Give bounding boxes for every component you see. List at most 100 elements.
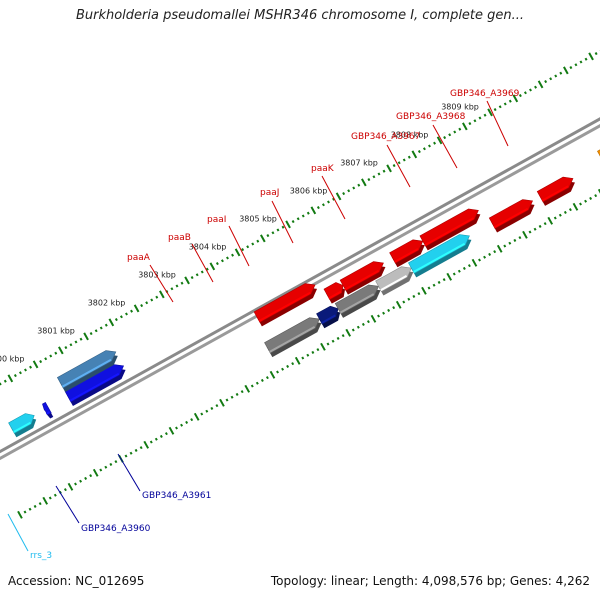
gene-label-group[interactable]: paaA <box>127 253 174 303</box>
gene-feature[interactable] <box>8 413 37 438</box>
gene-feature-body[interactable] <box>334 284 379 315</box>
ruler-tick <box>240 390 244 394</box>
gene-feature-body[interactable] <box>339 261 384 292</box>
ruler-tick <box>130 309 133 313</box>
ruler-tick <box>145 301 149 305</box>
gene-feature-body[interactable] <box>488 199 533 229</box>
gene-feature[interactable] <box>323 282 346 304</box>
ruler-tick <box>347 189 351 193</box>
ruler-tick <box>119 315 123 319</box>
gene-label[interactable]: paaK <box>311 164 335 174</box>
gene-feature[interactable] <box>64 364 126 406</box>
gene-feature-highlight <box>394 248 419 263</box>
ruler-tick <box>372 175 376 179</box>
gene-feature[interactable] <box>339 261 386 295</box>
gene-feature[interactable] <box>56 350 118 392</box>
ruler-tick <box>352 186 356 190</box>
gene-feature[interactable] <box>42 401 54 419</box>
ruler-tick <box>589 196 593 200</box>
gene-feature-body[interactable] <box>419 208 479 247</box>
ruler-tick <box>382 169 386 173</box>
ruler-tick <box>321 203 325 207</box>
gene-feature-body[interactable] <box>597 135 600 161</box>
gene-feature[interactable] <box>375 266 414 296</box>
ruler-tick <box>361 178 367 187</box>
ruler-tick <box>291 362 295 366</box>
gene-feature[interactable] <box>419 208 481 251</box>
ruler-tick <box>139 446 143 450</box>
ruler-tick <box>574 63 578 67</box>
gene-label[interactable]: paaI <box>207 215 226 225</box>
gene-label[interactable]: GBP346_A3961 <box>142 491 211 501</box>
ruler-tick <box>133 304 140 313</box>
scale-layer: 3800 kbp 3801 kbp 3802 kbp 3803 kbp 3804 kbp… <box>0 50 600 519</box>
gene-feature[interactable] <box>488 199 535 233</box>
ruler-tick <box>301 356 305 360</box>
gene-feature[interactable] <box>536 176 575 206</box>
gene-feature-body[interactable] <box>253 283 316 323</box>
gene-label[interactable]: GBP346_A3967 <box>351 132 420 142</box>
ruler-tick <box>13 374 17 378</box>
gene-label-group[interactable]: GBP346_A3961 <box>117 453 211 501</box>
ruler-tick <box>488 252 492 256</box>
ruler-tick <box>114 460 118 464</box>
ruler-tick <box>512 94 519 103</box>
gene-feature[interactable] <box>389 239 425 268</box>
gene-feature-body[interactable] <box>56 350 117 389</box>
gene-label-group[interactable]: paaJ <box>260 188 294 244</box>
gene-feature-body[interactable] <box>64 364 125 403</box>
ruler-tick <box>32 360 39 369</box>
gene-label-group[interactable]: paaB <box>168 233 214 283</box>
ruler-tick <box>190 418 194 422</box>
gene-feature-body[interactable] <box>316 305 339 325</box>
ruler-tick <box>260 234 266 243</box>
gene-label[interactable]: paaB <box>168 233 191 243</box>
gene-leader-line <box>117 453 141 492</box>
ruler-tick <box>496 244 503 253</box>
gene-feature[interactable] <box>316 305 341 329</box>
gene-feature[interactable] <box>264 317 322 358</box>
gene-feature[interactable] <box>408 234 472 278</box>
gene-feature[interactable] <box>253 283 318 327</box>
ruler-tick <box>28 507 32 511</box>
gene-feature-body[interactable] <box>375 266 412 292</box>
ruler-tick <box>215 404 219 408</box>
ruler-tick <box>24 368 27 372</box>
gene-feature[interactable] <box>334 284 381 318</box>
gene-label[interactable]: paaJ <box>260 188 279 198</box>
gene-feature-body[interactable] <box>389 239 424 264</box>
ruler-tick <box>231 253 234 257</box>
gene-label[interactable]: rrs_3 <box>30 551 52 561</box>
gene-feature-body[interactable] <box>408 234 470 274</box>
gene-label[interactable]: GBP346_A3968 <box>396 112 466 122</box>
feature-layer[interactable] <box>8 61 600 438</box>
gene-label-group[interactable]: paaI <box>207 215 250 267</box>
ruler-tick <box>54 351 58 355</box>
gene-label-group[interactable]: GBP346_A3969 <box>450 89 520 147</box>
ruler-tick <box>503 102 507 106</box>
gene-feature-highlight <box>69 372 120 402</box>
ruler-top <box>17 188 600 519</box>
ruler-tick <box>377 172 381 176</box>
gene-label-group[interactable]: GBP346_A3968 <box>396 112 466 169</box>
gene-label[interactable]: GBP346_A3969 <box>450 89 520 99</box>
topology-summary: Topology: linear; Length: 4,098,576 bp; … <box>270 574 590 588</box>
ruler-tick <box>342 192 346 196</box>
gene-feature-highlight <box>61 358 112 388</box>
ruler-tick <box>518 236 522 240</box>
gene-label-group[interactable]: paaK <box>311 164 346 220</box>
gene-feature-body[interactable] <box>8 413 35 434</box>
gene-label[interactable]: paaA <box>127 253 151 263</box>
label-layer[interactable]: paaA paaB paaI paaJ paaK GBP346_A3967 GBP346_A… <box>7 89 520 561</box>
gene-label-group[interactable]: rrs_3 <box>7 513 52 561</box>
gene-label[interactable]: GBP346_A3960 <box>81 524 151 534</box>
gene-label-group[interactable]: GBP346_A3960 <box>55 485 151 534</box>
ruler-tick <box>286 364 290 368</box>
gene-feature-body[interactable] <box>264 317 320 354</box>
gene-feature-body[interactable] <box>323 282 344 300</box>
gene-leader-line <box>271 200 294 244</box>
ruler-tick <box>538 224 542 228</box>
gene-label-group[interactable]: GBP346_A3967 <box>351 132 420 188</box>
gene-feature-body[interactable] <box>536 176 574 203</box>
